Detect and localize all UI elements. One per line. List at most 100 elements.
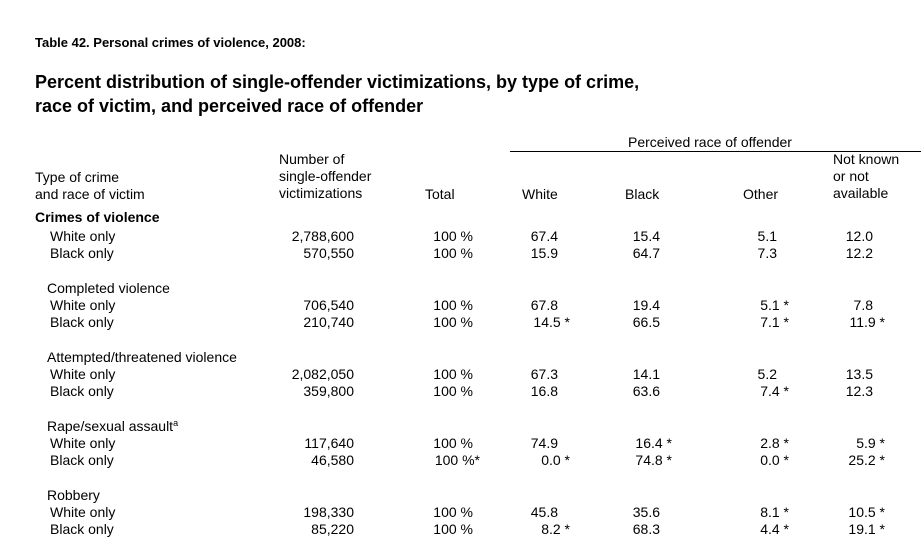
- cell-not-known: 7.8: [853, 297, 873, 313]
- type-of-crime-header: Type of crime and race of victim: [35, 169, 145, 203]
- not-known-header-line-1: Not known: [833, 151, 900, 167]
- not-known-header-line-2: or not: [833, 168, 869, 184]
- cell-other: 4.4 *: [760, 521, 789, 537]
- cell-white: 16.8: [530, 383, 558, 399]
- table-row: White only 2,082,050 100 % 67.3 14.1 5.2…: [0, 366, 921, 383]
- group-title-crimes-of-violence: Crimes of violence: [35, 209, 160, 225]
- row-label: White only: [50, 228, 116, 244]
- spanner-rule: [510, 151, 921, 152]
- table-row: White only 198,330 100 % 45.8 35.6 8.1 *…: [0, 504, 921, 521]
- table-row: Black only 85,220 100 % 8.2 * 68.3 4.4 *…: [0, 521, 921, 538]
- cell-total: 100 %: [433, 228, 473, 244]
- row-label: White only: [50, 435, 116, 451]
- cell-not-known: 25.2 *: [848, 452, 885, 468]
- cell-number: 2,788,600: [291, 228, 354, 244]
- cell-black: 15.4: [632, 228, 660, 244]
- cell-black: 66.5: [632, 314, 660, 330]
- cell-number: 117,640: [304, 435, 354, 451]
- number-header-line-2: single-offender: [279, 168, 372, 184]
- cell-total: 100 %: [433, 435, 473, 451]
- cell-black: 14.1: [632, 366, 660, 382]
- cell-number: 2,082,050: [291, 366, 354, 382]
- cell-white: 15.9: [530, 245, 558, 261]
- cell-total: 100 %: [433, 314, 473, 330]
- cell-white: 0.0 *: [541, 452, 570, 468]
- cell-white: 74.9: [530, 435, 558, 451]
- cell-not-known: 12.2: [845, 245, 873, 261]
- other-header: Other: [743, 186, 779, 202]
- cell-number: 85,220: [311, 521, 354, 537]
- cell-black: 35.6: [632, 504, 660, 520]
- cell-white: 67.4: [530, 228, 558, 244]
- cell-white: 8.2 *: [541, 521, 570, 537]
- cell-total: 100 %: [433, 504, 473, 520]
- cell-other: 7.3: [757, 245, 777, 261]
- table-row: White only 117,640 100 % 74.9 16.4 * 2.8…: [0, 435, 921, 452]
- cell-total: 100 %*: [434, 452, 480, 468]
- cell-other: 0.0 *: [760, 452, 789, 468]
- white-header: White: [522, 186, 558, 202]
- table-row: Black only 210,740 100 % 14.5 * 66.5 7.1…: [0, 314, 921, 331]
- table-row: White only 2,788,600 100 % 67.4 15.4 5.1…: [0, 228, 921, 245]
- number-header-line-1: Number of: [279, 151, 345, 167]
- page-title: Percent distribution of single-offender …: [35, 70, 795, 118]
- type-header-line-2: and race of victim: [35, 186, 145, 202]
- table-row: Black only 570,550 100 % 15.9 64.7 7.3 1…: [0, 245, 921, 262]
- row-label: White only: [50, 297, 116, 313]
- table-row: Black only 46,580 100 %* 0.0 * 74.8 * 0.…: [0, 452, 921, 469]
- not-known-header: Not known or not available: [833, 151, 899, 202]
- cell-white: 67.8: [530, 297, 558, 313]
- group-title-rape-sexual-assault: Rape/sexual assaulta: [47, 418, 178, 435]
- cell-other: 8.1 *: [760, 504, 789, 520]
- group-title-robbery: Robbery: [47, 487, 100, 503]
- row-label: Black only: [50, 452, 114, 468]
- spanner-header: Perceived race of offender: [628, 134, 792, 150]
- cell-total: 100 %: [433, 383, 473, 399]
- cell-black: 64.7: [632, 245, 660, 261]
- group-title-attempted-threatened-violence: Attempted/threatened violence: [47, 349, 237, 365]
- cell-other: 5.1: [757, 228, 777, 244]
- cell-not-known: 10.5 *: [848, 504, 885, 520]
- row-label: White only: [50, 366, 116, 382]
- cell-white: 14.5 *: [533, 314, 570, 330]
- cell-not-known: 11.9 *: [849, 314, 885, 330]
- cell-total: 100 %: [433, 366, 473, 382]
- type-header-line-1: Type of crime: [35, 169, 120, 185]
- row-label: Black only: [50, 245, 114, 261]
- cell-total: 100 %: [433, 297, 473, 313]
- cell-white: 67.3: [530, 366, 558, 382]
- black-header: Black: [625, 186, 660, 202]
- cell-number: 706,540: [303, 297, 354, 313]
- cell-other: 5.1 *: [760, 297, 789, 313]
- table-label: Table 42. Personal crimes of violence, 2…: [35, 35, 306, 50]
- cell-total: 100 %: [433, 245, 473, 261]
- cell-other: 7.1 *: [760, 314, 789, 330]
- cell-number: 359,800: [303, 383, 354, 399]
- cell-number: 210,740: [303, 314, 354, 330]
- table-row: Black only 359,800 100 % 16.8 63.6 7.4 *…: [0, 383, 921, 400]
- cell-number: 570,550: [303, 245, 354, 261]
- title-line-2: race of victim, and perceived race of of…: [35, 96, 424, 116]
- cell-other: 2.8 *: [760, 435, 789, 451]
- number-header-line-3: victimizations: [279, 185, 363, 201]
- cell-black: 19.4: [632, 297, 660, 313]
- cell-number: 46,580: [311, 452, 354, 468]
- cell-other: 5.2: [757, 366, 777, 382]
- cell-black: 74.8 *: [635, 452, 672, 468]
- not-known-header-line-3: available: [833, 185, 889, 201]
- table-row: White only 706,540 100 % 67.8 19.4 5.1 *…: [0, 297, 921, 314]
- cell-total: 100 %: [433, 521, 473, 537]
- row-label: White only: [50, 504, 116, 520]
- cell-black: 63.6: [632, 383, 660, 399]
- cell-white: 45.8: [530, 504, 558, 520]
- total-header: Total: [425, 186, 455, 202]
- cell-not-known: 12.3: [845, 383, 873, 399]
- cell-not-known: 13.5: [845, 366, 873, 382]
- title-line-1: Percent distribution of single-offender …: [35, 72, 640, 92]
- cell-not-known: 19.1 *: [848, 521, 885, 537]
- cell-number: 198,330: [303, 504, 354, 520]
- row-label: Black only: [50, 314, 114, 330]
- cell-black: 16.4 *: [635, 435, 672, 451]
- row-label: Black only: [50, 383, 114, 399]
- cell-black: 68.3: [632, 521, 660, 537]
